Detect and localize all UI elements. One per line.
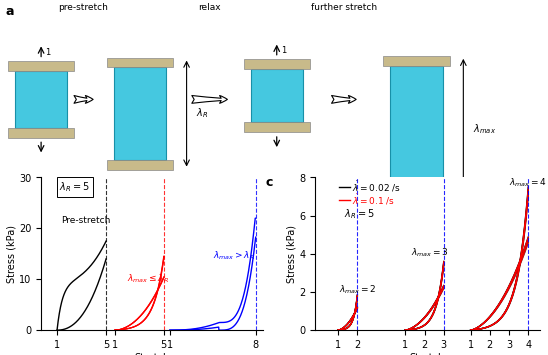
Text: 1: 1 — [45, 48, 51, 57]
Text: $\dot{\lambda} = 0.02$ /s: $\dot{\lambda} = 0.02$ /s — [352, 180, 401, 194]
Bar — [390, 66, 443, 193]
Text: $\dot{\lambda} = 0.1$ /s: $\dot{\lambda} = 0.1$ /s — [352, 193, 395, 207]
Bar — [106, 58, 173, 67]
X-axis label: Stretch: Stretch — [410, 353, 445, 355]
Text: $\lambda_{max} \leq \lambda_R$: $\lambda_{max} \leq \lambda_R$ — [127, 273, 169, 285]
Bar — [106, 160, 173, 170]
Text: $\lambda_R = 5$: $\lambda_R = 5$ — [344, 208, 374, 222]
Bar — [251, 69, 302, 122]
Text: $\lambda_{max} > \lambda_R$: $\lambda_{max} > \lambda_R$ — [213, 250, 255, 262]
Bar — [8, 128, 74, 137]
Text: $\lambda_R = 5$: $\lambda_R = 5$ — [60, 180, 90, 194]
Text: $\lambda_R$: $\lambda_R$ — [197, 107, 209, 120]
X-axis label: Stretch: Stretch — [134, 353, 170, 355]
Text: c: c — [266, 176, 273, 189]
Text: further stretch: further stretch — [311, 4, 376, 12]
Bar — [114, 67, 165, 160]
Bar — [8, 61, 74, 71]
Bar — [243, 60, 310, 69]
Bar — [243, 122, 310, 132]
Y-axis label: Stress (kPa): Stress (kPa) — [287, 225, 296, 283]
Text: Pre-stretch: Pre-stretch — [61, 216, 110, 225]
Text: pre-stretch: pre-stretch — [58, 4, 109, 12]
Text: $\lambda_{max}$: $\lambda_{max}$ — [473, 123, 496, 136]
Text: relax: relax — [198, 4, 221, 12]
Text: $\lambda_{max}=4$: $\lambda_{max}=4$ — [509, 176, 547, 189]
Bar — [384, 56, 449, 66]
Y-axis label: Stress (kPa): Stress (kPa) — [6, 225, 16, 283]
Bar — [15, 71, 67, 128]
Text: $\lambda_{max}=3$: $\lambda_{max}=3$ — [411, 247, 449, 259]
Text: 1: 1 — [281, 46, 287, 55]
Bar — [384, 193, 449, 203]
Text: a: a — [5, 5, 14, 18]
Text: $\lambda_{max}=2$: $\lambda_{max}=2$ — [339, 284, 376, 296]
